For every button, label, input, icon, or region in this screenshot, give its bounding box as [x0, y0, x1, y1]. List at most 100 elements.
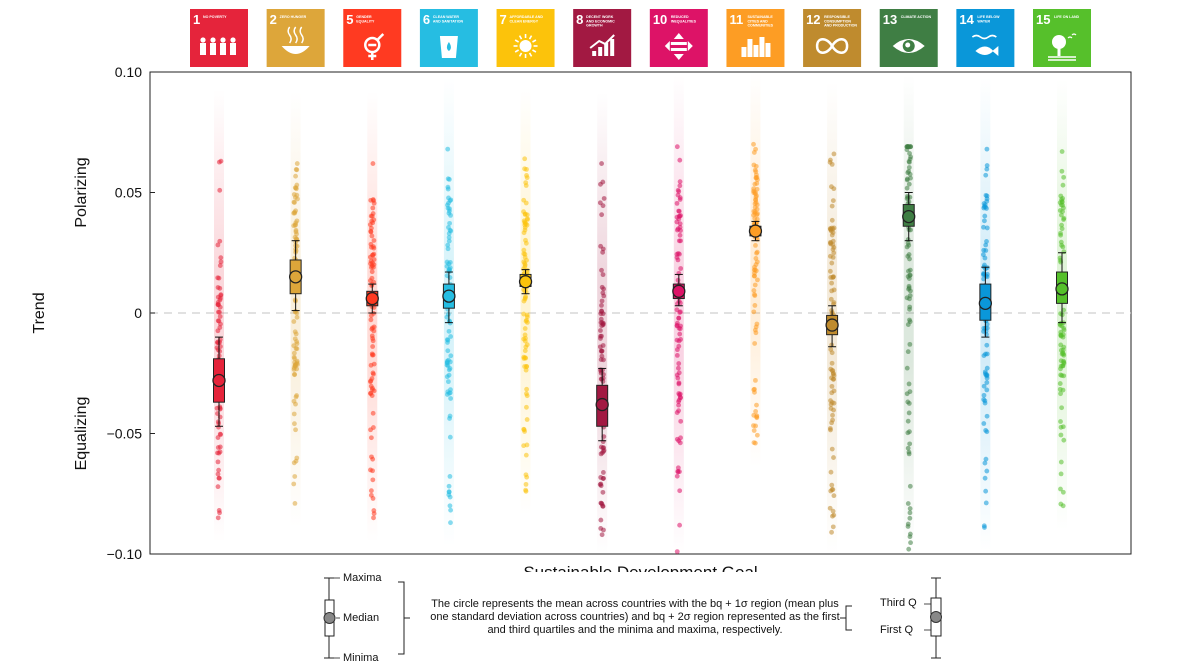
goal-15-point — [1061, 327, 1067, 333]
goal-14-point — [982, 255, 988, 261]
sdg-12-badge-bg — [803, 9, 862, 67]
equalizing-label: Equalizing — [73, 397, 90, 471]
goal-13-point — [907, 531, 913, 537]
goal-14-point — [981, 276, 987, 282]
goal-12-point — [829, 420, 835, 426]
goal-11-point — [754, 202, 760, 208]
sdg-12-number: 12 — [806, 12, 820, 27]
goal-11-point — [754, 193, 759, 199]
goal-5-series — [365, 91, 379, 542]
goal-2-point — [293, 394, 299, 400]
goal-13-point — [907, 306, 912, 312]
goal-13-point — [906, 165, 912, 170]
goal-14-point — [982, 213, 988, 219]
goal-6-point — [448, 212, 453, 218]
sdg-10-badge: 10 REDUCED INEQUALITIES — [649, 9, 708, 67]
goal-1-point — [216, 450, 222, 456]
goal-5-point — [370, 477, 376, 483]
goal-10-point — [676, 338, 682, 344]
goal-13-point — [906, 252, 912, 257]
goal-10-point — [677, 522, 683, 528]
goal-5-point — [371, 515, 376, 521]
goal-12-point — [828, 406, 834, 411]
goal-12-point — [829, 203, 835, 209]
goal-8-point — [597, 200, 603, 206]
goal-1-point — [217, 263, 223, 268]
goal-15-point — [1058, 230, 1063, 236]
goal-1-point — [216, 159, 222, 165]
goal-14-point — [984, 413, 990, 419]
goal-5-point — [370, 336, 376, 341]
goal-14-point — [982, 475, 988, 481]
goal-1-series — [212, 88, 226, 542]
goal-6-point — [447, 390, 453, 396]
sdg-7-title: AFFORDABLE AND CLEAN ENERGY — [510, 15, 544, 23]
goal-11-point — [752, 267, 758, 273]
goal-5-point — [371, 200, 377, 206]
tree-icon — [1048, 33, 1077, 61]
goal-5-point — [370, 410, 376, 416]
goal-7-point — [523, 240, 529, 246]
goal-2-point — [293, 401, 298, 407]
goal-12-mean-marker — [825, 318, 839, 332]
sdg-5-badge: 5 GENDER EQUALITY — [343, 9, 402, 67]
goal-10-point — [677, 331, 683, 337]
goal-5-point — [368, 241, 374, 247]
goal-11-point — [752, 341, 758, 346]
goal-10-point — [677, 183, 683, 189]
goal-15-point — [1061, 215, 1067, 221]
sdg-5-number: 5 — [346, 12, 353, 27]
goal-10-point — [676, 402, 681, 408]
goal-13-point — [904, 185, 910, 191]
goal-14-point — [981, 392, 987, 398]
goal-13-point — [905, 322, 911, 327]
goal-12-point — [830, 226, 836, 232]
goal-6-point — [448, 520, 453, 526]
goal-5-point — [368, 264, 374, 270]
goal-10-point — [676, 216, 682, 222]
goal-2-point — [294, 314, 300, 320]
goal-5-point — [368, 317, 374, 323]
goal-11-point — [751, 141, 756, 147]
goal-11-point — [755, 277, 760, 283]
goal-15-point — [1060, 363, 1066, 369]
goal-6-point — [445, 363, 451, 368]
goal-15-point — [1060, 347, 1066, 353]
goal-12-point — [831, 245, 837, 250]
sdg-14-number: 14 — [959, 12, 974, 27]
goal-10-point — [677, 157, 683, 163]
goal-15-point — [1061, 373, 1067, 379]
sdg-1-badge-bg — [190, 9, 248, 67]
sdg-11-badge: 11 SUSTAINABLE CITIES AND COMMUNITIES — [726, 9, 785, 67]
goal-7-point — [521, 298, 527, 304]
goal-15-point — [1060, 182, 1066, 188]
goal-5-point — [368, 197, 374, 203]
goal-5-point — [371, 217, 377, 223]
goal-7-point — [524, 342, 530, 348]
legend-third-q-label: Third Q — [880, 597, 917, 609]
goal-10-mean-marker — [672, 284, 686, 298]
goal-14-point — [984, 146, 990, 152]
goal-7-point — [523, 335, 528, 341]
goal-11-point — [753, 146, 758, 152]
goal-8-point — [600, 489, 606, 495]
goal-13-point — [906, 449, 912, 455]
sdg-14-badge: 14 LIFE BELOW WATER — [956, 9, 1015, 67]
goal-7-point — [524, 173, 529, 178]
goal-2-point — [291, 319, 297, 324]
goal-8-point — [600, 439, 606, 445]
goal-2-point — [292, 500, 298, 506]
goal-1-point — [216, 275, 222, 281]
equality-icon — [664, 33, 693, 60]
goal-8-point — [598, 243, 604, 249]
goal-10-point — [677, 251, 682, 257]
sdg-12-title: RESPONSIBLE CONSUMPTION AND PRODUCTION — [824, 15, 857, 28]
goal-15-point — [1058, 419, 1063, 424]
goal-14-point — [981, 353, 987, 358]
goal-10-point — [674, 549, 680, 554]
goal-6-point — [446, 225, 451, 230]
goal-11-point — [753, 242, 758, 248]
goal-11-point — [752, 386, 757, 392]
goal-7-point — [522, 326, 528, 331]
sdg-11-title: SUSTAINABLE CITIES AND COMMUNITIES — [747, 15, 773, 28]
